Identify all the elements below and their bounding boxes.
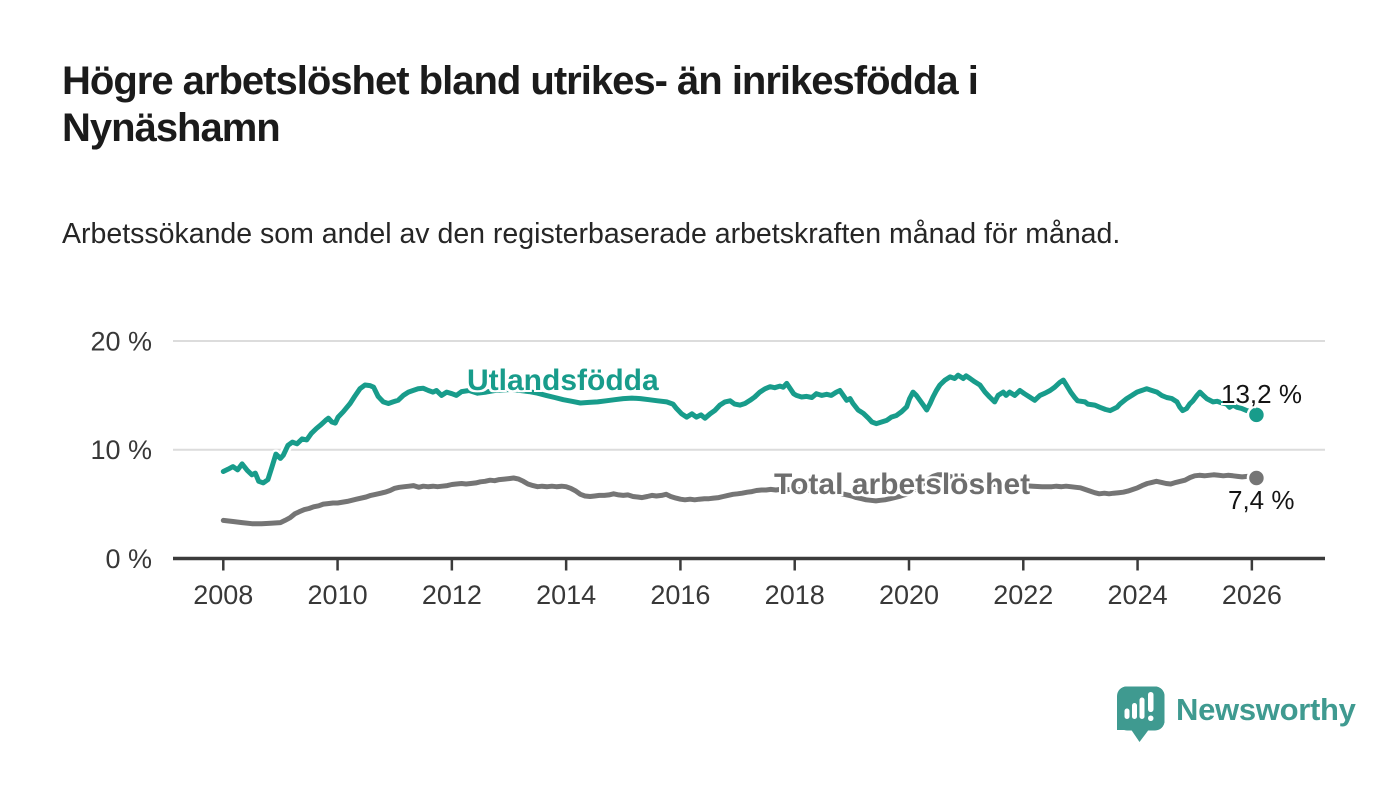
x-tick-label-2020: 2020 [879,580,939,610]
exclamation-dot [1148,715,1154,721]
x-tick-label-2012: 2012 [422,580,482,610]
series-label-total-arbetsloshet: Total arbetslöshet [774,468,1031,501]
x-tick-label-2026: 2026 [1222,580,1282,610]
end-value-utlandsfodda: 13,2 % [1221,379,1302,409]
x-tick-label-2008: 2008 [193,580,253,610]
series-line-1 [220,472,1259,527]
y-tick-label-10: 10 % [90,435,152,465]
series-label-utlandsfodda: Utlandsfödda [467,364,659,397]
y-tick-label-20: 20 % [90,326,152,356]
bar-tall [1139,697,1145,719]
bar-medium [1132,703,1137,719]
series-line-0 [220,372,1259,486]
gridlines [173,339,1325,451]
newsworthy-logo: Newsworthy [1117,686,1356,744]
series-end-dot-1 [1246,468,1267,488]
series-lines [218,370,1267,529]
x-tick-label-2022: 2022 [993,580,1053,610]
x-tick-label-2024: 2024 [1108,580,1168,610]
newsworthy-bubble-chart-icon [1117,686,1165,742]
x-tick-label-2016: 2016 [650,580,710,610]
x-axis [173,556,1325,571]
x-tick-label-2018: 2018 [765,580,825,610]
newsworthy-wordmark: Newsworthy [1176,692,1356,727]
series-end-dot-0 [1246,405,1267,425]
bubble-tail [1130,728,1150,742]
end-value-total-arbetsloshet: 7,4 % [1228,485,1295,515]
bar-small [1124,708,1130,719]
x-tick-label-2010: 2010 [308,580,368,610]
series-halo-1 [218,470,1262,529]
exclamation-bar [1148,692,1154,712]
axis-tick-labels: 0 % 10 % 20 % 2008 2010 2012 2014 2016 2018 2020 2… [90,326,1281,610]
x-tick-label-2014: 2014 [536,580,596,610]
y-tick-label-0: 0 % [105,544,152,574]
chart-subtitle: Arbetssökande som andel av den registerb… [62,218,1121,250]
page-title: Högre arbetslöshet bland utrikes- än inr… [62,59,979,151]
